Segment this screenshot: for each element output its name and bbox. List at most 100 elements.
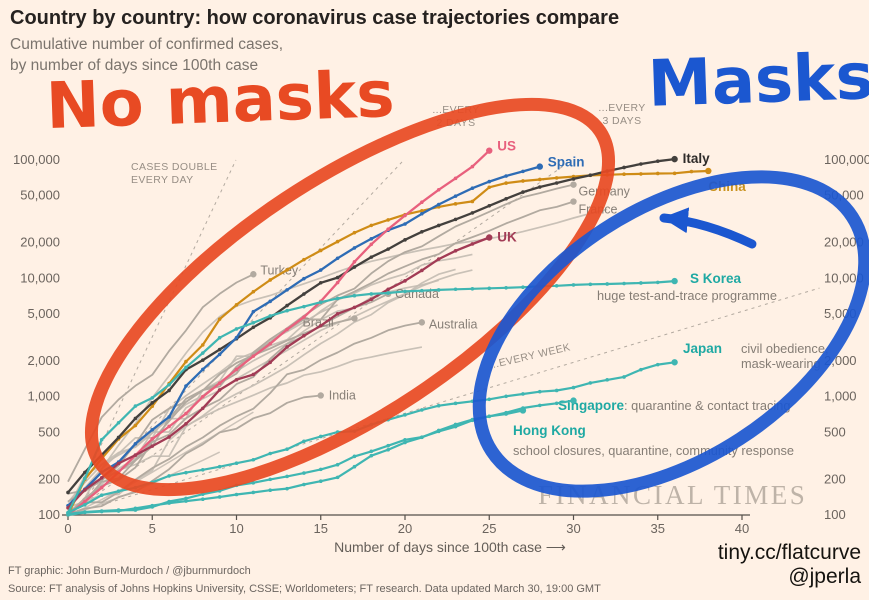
point-Japan bbox=[251, 457, 256, 462]
point-Japan bbox=[217, 464, 222, 469]
point-China bbox=[622, 172, 626, 176]
point-China bbox=[217, 317, 222, 321]
point-China bbox=[639, 172, 643, 176]
x-tick-label: 15 bbox=[314, 521, 328, 536]
point-Hong Kong bbox=[453, 422, 458, 427]
point-China bbox=[352, 230, 357, 235]
point-Hong Kong bbox=[66, 513, 70, 517]
series-label-italy: Italy bbox=[683, 151, 711, 166]
x-tick-label: 25 bbox=[482, 521, 496, 536]
line-grey-6 bbox=[67, 304, 338, 510]
point-Spain bbox=[453, 194, 458, 198]
point-China bbox=[672, 171, 677, 176]
point-Spain bbox=[403, 222, 407, 226]
end-dot-Spain bbox=[536, 163, 543, 170]
point-S Korea bbox=[554, 283, 559, 288]
point-UK bbox=[150, 444, 155, 448]
japan-note-line2: mask-wearing bbox=[741, 356, 821, 371]
chart-subtitle-line2: by number of days since 100th case bbox=[10, 57, 259, 74]
point-Singapore bbox=[251, 481, 256, 485]
masks-annotation: Masks bbox=[646, 40, 869, 122]
point-S Korea bbox=[318, 300, 323, 305]
y-tick-label-left: 2,000 bbox=[27, 353, 60, 368]
point-Japan bbox=[201, 467, 205, 472]
point-China bbox=[201, 343, 205, 347]
y-tick-label-right: 100,000 bbox=[824, 152, 869, 167]
point-S Korea bbox=[285, 308, 289, 313]
point-S Korea bbox=[116, 420, 121, 425]
point-Spain bbox=[318, 268, 323, 272]
point-S Korea bbox=[605, 282, 609, 286]
point-China bbox=[150, 404, 155, 409]
y-tick-label-left: 200 bbox=[38, 471, 60, 486]
point-Japan bbox=[487, 397, 492, 402]
point-S Korea bbox=[352, 293, 357, 298]
y-tick-label-left: 1,000 bbox=[27, 389, 60, 404]
point-Spain bbox=[335, 256, 340, 261]
point-Hong Kong bbox=[268, 488, 273, 493]
footer-credit: FT graphic: John Burn-Murdoch / @jburnmu… bbox=[8, 565, 251, 577]
series-label-canada: Canada bbox=[395, 287, 439, 301]
point-Japan bbox=[234, 461, 239, 466]
point-Spain bbox=[217, 352, 222, 357]
point-Hong Kong bbox=[335, 475, 340, 480]
series-label-uk: UK bbox=[497, 229, 517, 244]
point-Italy bbox=[285, 303, 289, 308]
series-label-us: US bbox=[497, 139, 516, 154]
y-tick-label-right: 20,000 bbox=[824, 235, 864, 250]
y-tick-label-left: 100,000 bbox=[13, 152, 60, 167]
point-S Korea bbox=[639, 281, 643, 285]
point-S Korea bbox=[403, 289, 407, 294]
end-dot-UK bbox=[486, 234, 493, 241]
x-tick-label: 20 bbox=[398, 521, 412, 536]
x-tick-label: 30 bbox=[566, 521, 580, 536]
point-China bbox=[470, 199, 475, 204]
point-US bbox=[335, 280, 340, 285]
point-S Korea bbox=[369, 292, 374, 296]
point-China bbox=[655, 171, 660, 176]
point-China bbox=[487, 185, 492, 190]
point-Hong Kong bbox=[116, 509, 121, 513]
point-US bbox=[470, 164, 475, 169]
point-UK bbox=[318, 323, 323, 328]
line-UK bbox=[67, 236, 490, 509]
flatcurve-link-text: tiny.cc/flatcurve bbox=[717, 541, 861, 564]
point-US bbox=[453, 176, 458, 181]
point-UK bbox=[453, 248, 458, 253]
point-Spain bbox=[352, 246, 357, 250]
point-UK bbox=[352, 305, 357, 310]
point-China bbox=[184, 359, 188, 364]
point-Spain bbox=[470, 186, 475, 190]
y-tick-label-left: 500 bbox=[38, 424, 60, 439]
point-Hong Kong bbox=[150, 503, 155, 508]
point-Singapore bbox=[302, 471, 306, 475]
japan-note-line1: civil obedience, bbox=[741, 341, 829, 356]
point-Hong Kong bbox=[369, 453, 374, 458]
point-Japan bbox=[453, 401, 458, 406]
point-Singapore bbox=[318, 467, 323, 472]
y-tick-label-right: 200 bbox=[824, 471, 846, 486]
end-dot-Italy bbox=[671, 155, 678, 163]
guide-label-line: EVERY DAY bbox=[131, 174, 194, 186]
point-Spain bbox=[167, 415, 171, 419]
point-Italy bbox=[655, 159, 660, 164]
refline-double-every-3-days bbox=[67, 159, 573, 516]
y-tick-label-right: 10,000 bbox=[824, 270, 864, 285]
line-Turkey bbox=[67, 273, 254, 483]
point-Japan bbox=[605, 378, 609, 382]
point-Spain bbox=[369, 237, 374, 241]
japan-note: civil obedience, mask-wearing bbox=[741, 341, 829, 371]
point-Italy bbox=[302, 292, 306, 296]
point-Spain bbox=[268, 299, 273, 304]
end-dot-Germany bbox=[570, 181, 577, 188]
point-Spain bbox=[251, 309, 256, 314]
x-tick-label: 35 bbox=[651, 521, 665, 536]
point-S Korea bbox=[217, 335, 222, 340]
point-US bbox=[302, 315, 306, 319]
guide-label-double-every-day: CASES DOUBLE EVERY DAY bbox=[131, 161, 218, 187]
end-dot-China bbox=[705, 167, 712, 175]
point-Japan bbox=[420, 408, 424, 412]
point-Italy bbox=[487, 203, 492, 208]
share-handles: tiny.cc/flatcurve @jperla bbox=[718, 541, 861, 589]
